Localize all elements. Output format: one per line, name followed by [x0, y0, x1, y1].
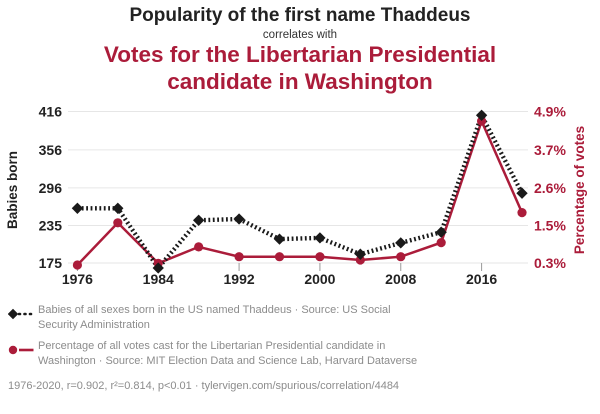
svg-text:1.5%: 1.5%: [534, 218, 566, 234]
svg-text:2016: 2016: [466, 271, 497, 287]
svg-text:356: 356: [39, 142, 63, 158]
svg-text:235: 235: [39, 218, 63, 234]
svg-text:2008: 2008: [385, 271, 416, 287]
svg-text:175: 175: [39, 255, 63, 271]
svg-text:2000: 2000: [304, 271, 335, 287]
svg-text:Babies born: Babies born: [5, 151, 20, 229]
svg-text:416: 416: [39, 104, 63, 120]
svg-text:0.3%: 0.3%: [534, 255, 566, 271]
svg-text:Percentage of votes: Percentage of votes: [572, 126, 587, 254]
svg-text:2.6%: 2.6%: [534, 180, 566, 196]
svg-text:1992: 1992: [224, 271, 255, 287]
svg-text:296: 296: [39, 180, 63, 196]
svg-text:3.7%: 3.7%: [534, 142, 566, 158]
svg-text:1976: 1976: [62, 271, 93, 287]
svg-text:4.9%: 4.9%: [534, 104, 566, 120]
